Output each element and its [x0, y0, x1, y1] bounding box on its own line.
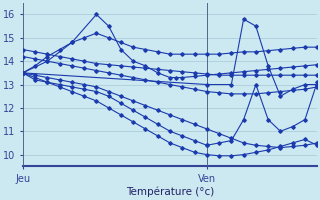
X-axis label: Température (°c): Température (°c) [126, 187, 214, 197]
